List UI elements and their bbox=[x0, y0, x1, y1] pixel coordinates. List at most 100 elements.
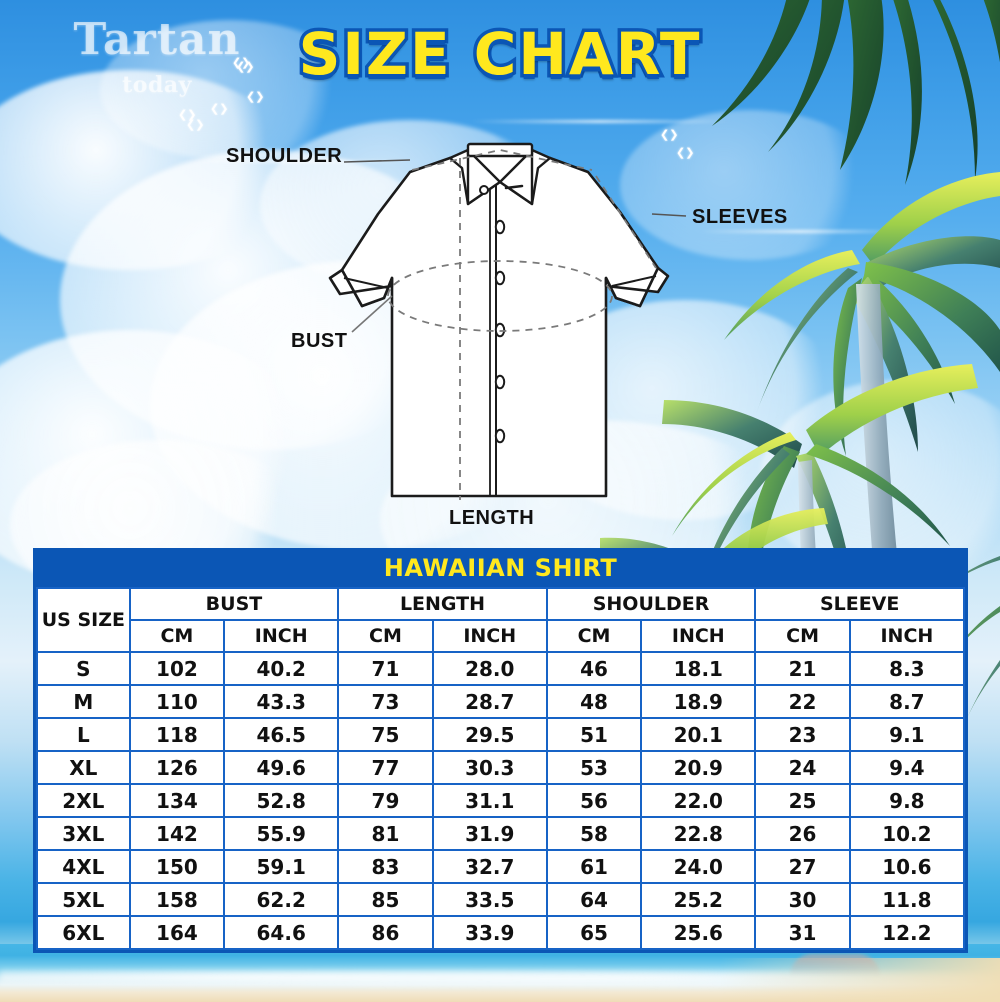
cell-bust-in: 49.6 bbox=[223, 750, 340, 785]
bust-measure-ellipse bbox=[387, 260, 613, 332]
cell-length-in: 29.5 bbox=[431, 717, 548, 752]
table-row: 2XL 134 52.8 79 31.1 56 22.0 25 9.8 bbox=[36, 783, 966, 818]
header-shoulder-cm: CM bbox=[545, 619, 643, 653]
table-row: 3XL 142 55.9 81 31.9 58 22.8 26 10.2 bbox=[36, 816, 966, 851]
bird-icon: ❮❯ bbox=[186, 119, 205, 131]
cell-length-cm: 81 bbox=[337, 816, 434, 851]
label-leader-lines bbox=[343, 159, 687, 333]
cell-size: XL bbox=[36, 750, 131, 785]
brand-tagline: today bbox=[122, 72, 192, 98]
bird-icon: ❮❯ bbox=[660, 129, 679, 141]
brand-name: Tartan bbox=[73, 14, 241, 65]
cell-size: 3XL bbox=[36, 816, 131, 851]
cell-length-cm: 83 bbox=[337, 849, 434, 884]
table-row: S 102 40.2 71 28.0 46 18.1 21 8.3 bbox=[36, 651, 966, 686]
cell-length-in: 31.9 bbox=[431, 816, 548, 851]
page-title: SIZE CHART bbox=[295, 17, 703, 92]
cell-sleeve-in: 9.4 bbox=[848, 750, 966, 785]
cell-shoulder-cm: 48 bbox=[545, 684, 643, 719]
header-group-sleeve: SLEEVE bbox=[754, 587, 965, 621]
brand-watermark: Tartan today bbox=[42, 14, 272, 99]
header-group-shoulder: SHOULDER bbox=[545, 587, 757, 621]
bird-icon: ❮❯ bbox=[300, 39, 319, 51]
table-header-group-row: US SIZE BUST LENGTH SHOULDER SLEEVE bbox=[36, 587, 965, 653]
cell-sleeve-cm: 27 bbox=[754, 849, 851, 884]
cell-sleeve-in: 10.6 bbox=[848, 849, 966, 884]
cell-shoulder-cm: 56 bbox=[545, 783, 643, 818]
cell-sleeve-cm: 21 bbox=[754, 651, 851, 686]
cell-size: 6XL bbox=[36, 915, 131, 950]
table-header: US SIZE BUST LENGTH SHOULDER SLEEVE CM I… bbox=[36, 587, 966, 653]
bird-icon: ❮❯ bbox=[210, 103, 229, 115]
header-length-cm: CM bbox=[337, 619, 434, 653]
diagram-label-shoulder: SHOULDER bbox=[226, 145, 343, 167]
bird-icon: ❮❯ bbox=[232, 57, 251, 69]
table-row: 6XL 164 64.6 86 33.9 65 25.6 31 12.2 bbox=[36, 915, 966, 950]
size-table: HAWAIIAN SHIRT US SIZE BUST LENGTH SHOUL… bbox=[33, 548, 968, 953]
cell-bust-cm: 110 bbox=[128, 684, 226, 719]
table-row: XL 126 49.6 77 30.3 53 20.9 24 9.4 bbox=[36, 750, 966, 785]
cloud-wisp bbox=[470, 120, 730, 123]
cell-length-cm: 73 bbox=[337, 684, 434, 719]
cell-length-cm: 86 bbox=[337, 915, 434, 950]
header-length-inch: INCH bbox=[431, 619, 548, 653]
cell-shoulder-cm: 61 bbox=[545, 849, 643, 884]
bird-icon: ❮❯ bbox=[178, 109, 197, 121]
cell-bust-in: 59.1 bbox=[223, 849, 340, 884]
bird-icon: ❮❯ bbox=[246, 91, 265, 103]
cloud-wisp bbox=[700, 230, 900, 233]
cell-shoulder-cm: 64 bbox=[545, 882, 643, 917]
sleeve-measure-line bbox=[595, 175, 657, 269]
header-bust-inch: INCH bbox=[223, 619, 340, 653]
cell-bust-in: 64.6 bbox=[223, 915, 340, 950]
header-bust-cm: CM bbox=[128, 619, 226, 653]
cell-length-cm: 79 bbox=[337, 783, 434, 818]
cell-length-in: 32.7 bbox=[431, 849, 548, 884]
cell-length-in: 28.7 bbox=[431, 684, 548, 719]
cell-length-cm: 77 bbox=[337, 750, 434, 785]
cell-shoulder-cm: 58 bbox=[545, 816, 643, 851]
cell-size: L bbox=[36, 717, 131, 752]
cell-length-in: 31.1 bbox=[431, 783, 548, 818]
cell-size: S bbox=[36, 651, 131, 686]
cell-bust-cm: 102 bbox=[128, 651, 226, 686]
cell-sleeve-cm: 25 bbox=[754, 783, 851, 818]
cell-sleeve-in: 10.2 bbox=[848, 816, 966, 851]
beach-umbrella bbox=[790, 954, 880, 976]
cell-size: 2XL bbox=[36, 783, 131, 818]
cell-bust-cm: 164 bbox=[128, 915, 226, 950]
cell-length-cm: 85 bbox=[337, 882, 434, 917]
table-header-unit-row: CM INCH CM INCH CM INCH CM INCH bbox=[37, 619, 966, 653]
measurements-table: US SIZE BUST LENGTH SHOULDER SLEEVE CM I… bbox=[36, 587, 966, 950]
cell-shoulder-in: 18.9 bbox=[640, 684, 757, 719]
header-shoulder-inch: INCH bbox=[640, 619, 757, 653]
cell-sleeve-cm: 24 bbox=[754, 750, 851, 785]
shoulder-measure-line bbox=[411, 149, 593, 171]
cell-length-in: 28.0 bbox=[431, 651, 548, 686]
cell-sleeve-in: 8.7 bbox=[848, 684, 966, 719]
cell-bust-cm: 118 bbox=[128, 717, 226, 752]
cell-shoulder-in: 24.0 bbox=[640, 849, 757, 884]
cell-bust-in: 40.2 bbox=[223, 651, 340, 686]
cell-sleeve-cm: 23 bbox=[754, 717, 851, 752]
header-group-bust: BUST bbox=[128, 587, 340, 621]
cell-size: 4XL bbox=[36, 849, 131, 884]
cell-sleeve-cm: 26 bbox=[754, 816, 851, 851]
cell-sleeve-cm: 22 bbox=[754, 684, 851, 719]
cell-bust-cm: 142 bbox=[128, 816, 226, 851]
cell-bust-cm: 126 bbox=[128, 750, 226, 785]
diagram-label-bust: BUST bbox=[291, 330, 348, 352]
cell-shoulder-cm: 51 bbox=[545, 717, 643, 752]
cell-shoulder-in: 25.6 bbox=[640, 915, 757, 950]
cell-bust-in: 52.8 bbox=[223, 783, 340, 818]
table-row: 4XL 150 59.1 83 32.7 61 24.0 27 10.6 bbox=[36, 849, 966, 884]
header-us-size: US SIZE bbox=[36, 587, 131, 653]
hawaiian-shirt-diagram bbox=[328, 142, 670, 500]
cell-sleeve-in: 12.2 bbox=[848, 915, 966, 950]
cell-size: M bbox=[36, 684, 131, 719]
header-sleeve-inch: INCH bbox=[848, 619, 966, 653]
cell-sleeve-in: 11.8 bbox=[848, 882, 966, 917]
cell-shoulder-in: 18.1 bbox=[640, 651, 757, 686]
cell-length-in: 33.9 bbox=[431, 915, 548, 950]
